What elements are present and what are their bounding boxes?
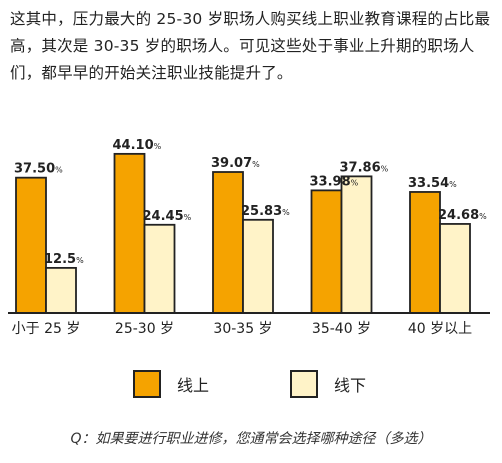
data-label-offline-1: 24.45% — [143, 209, 192, 224]
legend-item-offline: 线下 — [290, 370, 366, 398]
data-label-offline-3: 37.86% — [340, 160, 389, 175]
bar-online-2 — [212, 171, 244, 314]
intro-text: 这其中，压力最大的 25-30 岁职场人购买线上职业教育课程的占比最高，其次是 … — [10, 10, 491, 82]
data-label-online-1: 44.10% — [113, 138, 162, 153]
bar-offline-1 — [143, 223, 176, 314]
data-label-offline-4: 24.68% — [438, 208, 487, 223]
data-label-online-0: 37.50% — [14, 162, 63, 177]
bar-offline-3 — [340, 175, 373, 314]
survey-question-caption: Q：如果要进行职业进修，您通常会选择哪种途径（多选） — [70, 431, 432, 447]
bar-online-0 — [15, 176, 47, 314]
category-label-4: 40 岁以上 — [408, 321, 472, 337]
legend-swatch-online — [133, 370, 161, 398]
category-label-0: 小于 25 岁 — [12, 321, 81, 337]
legend: 线上 线下 — [0, 370, 502, 402]
data-label-online-4: 33.54% — [408, 176, 457, 191]
data-label-online-2: 39.07% — [211, 156, 260, 171]
category-label-1: 25-30 岁 — [115, 321, 174, 337]
data-label-online-3: 33.98% — [310, 174, 359, 189]
data-label-offline-2: 25.83% — [241, 204, 290, 219]
bar-offline-4 — [439, 223, 471, 314]
bar-online-1 — [113, 152, 146, 314]
data-label-offline-0: 12.5% — [44, 252, 84, 267]
legend-label-offline: 线下 — [334, 376, 367, 395]
bar-offline-2 — [242, 218, 274, 314]
bar-offline-0 — [45, 266, 77, 314]
legend-label-online: 线上 — [177, 376, 210, 395]
bar-online-4 — [409, 191, 441, 314]
legend-item-online: 线上 — [133, 370, 209, 398]
category-label-2: 30-35 岁 — [213, 321, 272, 337]
category-label-3: 35-40 岁 — [312, 321, 371, 337]
bar-online-3 — [310, 189, 343, 314]
legend-swatch-offline — [290, 370, 318, 398]
